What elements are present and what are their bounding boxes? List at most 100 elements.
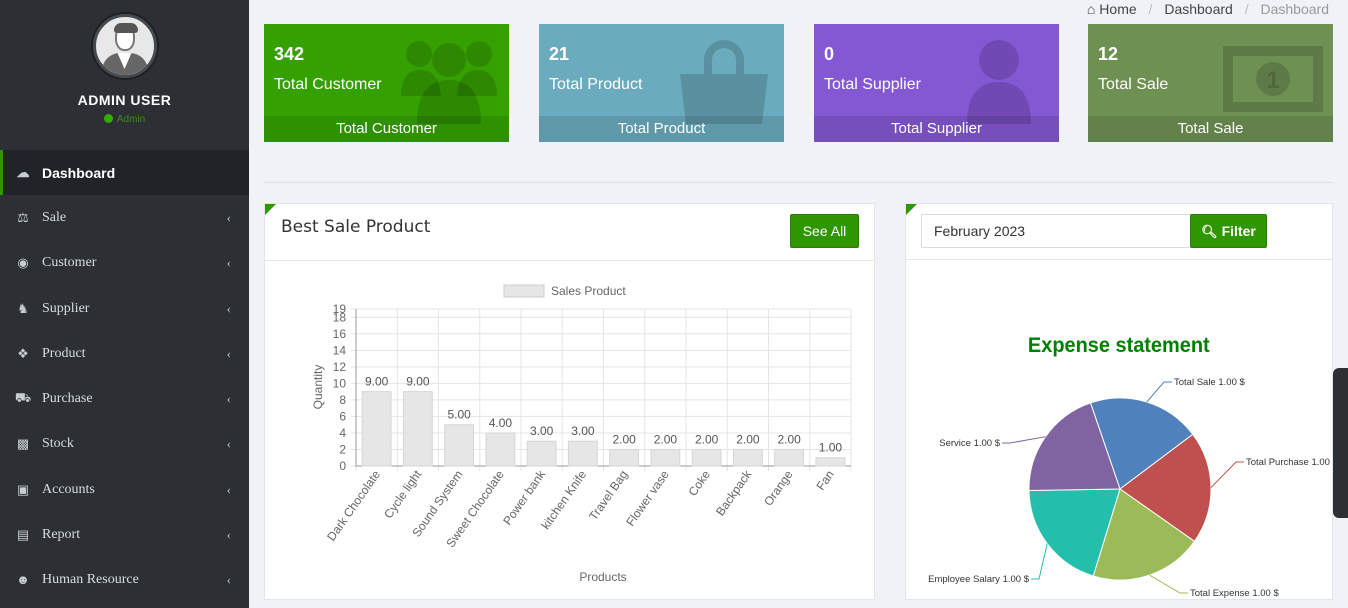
bar-value-label: 9.00 bbox=[406, 375, 430, 389]
sidebar-item-label: Customer bbox=[42, 255, 97, 271]
bar-value-label: 3.00 bbox=[530, 424, 554, 438]
pie-leader-line bbox=[1210, 461, 1244, 488]
balance-scale-icon: ⚖ bbox=[17, 209, 29, 225]
online-status-dot bbox=[103, 114, 113, 123]
chevron-left-icon: ‹ bbox=[226, 391, 231, 407]
stat-footer-link[interactable]: Total Supplier bbox=[814, 116, 1059, 142]
sidebar-item-accounts[interactable]: ▣ Accounts ‹ bbox=[0, 467, 249, 512]
stat-footer-link[interactable]: Total Sale bbox=[1088, 116, 1333, 142]
user-panel: ADMIN USER Admin bbox=[0, 0, 249, 150]
bar[interactable] bbox=[444, 424, 475, 467]
pie-chart-title: Expense statement bbox=[1028, 334, 1210, 358]
bar[interactable] bbox=[567, 440, 598, 467]
pie-slice[interactable] bbox=[1028, 488, 1121, 577]
bar-value-label: 3.00 bbox=[571, 424, 595, 438]
sidebar-item-label: Stock bbox=[42, 436, 74, 452]
bar[interactable] bbox=[485, 432, 516, 467]
y-tick-label: 18 bbox=[333, 310, 347, 324]
pie-slice-label: Service 1.00 $ bbox=[939, 438, 1000, 449]
x-tick-label: Fan bbox=[813, 468, 836, 493]
sidebar-item-sale[interactable]: ⚖ Sale ‹ bbox=[0, 195, 249, 240]
bar[interactable] bbox=[361, 391, 392, 467]
pie-slice[interactable] bbox=[1119, 433, 1212, 543]
avatar[interactable] bbox=[92, 14, 157, 78]
bar[interactable] bbox=[609, 448, 640, 467]
bar-value-label: 2.00 bbox=[695, 432, 719, 446]
y-tick-label: 2 bbox=[339, 442, 346, 456]
pie-slice[interactable] bbox=[1089, 397, 1194, 490]
stat-card-total-sale[interactable]: 1 12 Total Sale Total Sale bbox=[1088, 24, 1333, 142]
breadcrumb-separator: / bbox=[1244, 1, 1249, 17]
stat-card-total-product[interactable]: 21 Total Product Total Product bbox=[539, 24, 784, 142]
stat-card-total-customer[interactable]: 342 Total Customer Total Customer bbox=[264, 24, 509, 142]
x-tick-label: Flower vase bbox=[623, 467, 672, 528]
chevron-left-icon: ‹ bbox=[226, 255, 231, 271]
sidebar-item-label: Supplier bbox=[42, 300, 90, 316]
sidebar-item-dashboard[interactable]: ☁ Dashboard bbox=[0, 150, 249, 196]
panel-title: Best Sale Product bbox=[281, 217, 431, 237]
sidebar-menu: ☁ Dashboard ⚖ Sale ‹ ◉ Customer ‹ ♞ Supplier ‹ ❖ Pro… bbox=[0, 150, 249, 603]
sidebar-item-human-resource[interactable]: ☻ Human Resource ‹ bbox=[0, 558, 249, 603]
sidebar-item-product[interactable]: ❖ Product ‹ bbox=[0, 331, 249, 376]
bar[interactable] bbox=[650, 448, 681, 467]
breadcrumb-home[interactable]: Home bbox=[1099, 1, 1137, 17]
chevron-left-icon: ‹ bbox=[226, 300, 231, 316]
x-axis-title: Products bbox=[579, 570, 626, 584]
user-icon bbox=[967, 40, 1031, 124]
shopping-bag-icon bbox=[680, 40, 768, 124]
user-role: Admin bbox=[0, 114, 249, 125]
sidebar-item-label: Dashboard bbox=[42, 164, 116, 181]
pie-leader-line bbox=[1146, 381, 1172, 403]
panel-header: February 2023 🔍︎ Filter bbox=[906, 204, 1332, 260]
dashboard-icon: ☁ bbox=[16, 164, 30, 180]
pie-slice-label: Employee Salary 1.00 $ bbox=[928, 574, 1030, 585]
sidebar-item-supplier[interactable]: ♞ Supplier ‹ bbox=[0, 286, 249, 331]
stat-value: 12 bbox=[1098, 44, 1119, 64]
bar[interactable] bbox=[732, 448, 763, 467]
sidebar-item-report[interactable]: ▤ Report ‹ bbox=[0, 512, 249, 557]
bar[interactable] bbox=[526, 440, 557, 467]
sidebar-item-label: Human Resource bbox=[42, 572, 139, 588]
sidebar-item-purchase[interactable]: ⛟ Purchase ‹ bbox=[0, 376, 249, 421]
sidebar-item-customer[interactable]: ◉ Customer ‹ bbox=[0, 241, 249, 286]
bar-value-label: 2.00 bbox=[777, 432, 801, 446]
bar-value-label: 2.00 bbox=[654, 432, 678, 446]
x-tick-label: Backpack bbox=[713, 467, 755, 518]
y-tick-label: 6 bbox=[339, 409, 346, 423]
stat-footer-link[interactable]: Total Product bbox=[539, 116, 784, 142]
stat-label: Total Sale bbox=[1098, 76, 1169, 93]
stat-label: Total Customer bbox=[274, 76, 382, 93]
bar[interactable] bbox=[774, 448, 805, 467]
bar-value-label: 2.00 bbox=[736, 432, 760, 446]
stat-footer-link[interactable]: Total Customer bbox=[264, 116, 509, 142]
money-icon: ▣ bbox=[16, 481, 30, 497]
y-tick-label: 8 bbox=[339, 393, 346, 407]
bar[interactable] bbox=[815, 457, 846, 467]
sidebar-item-stock[interactable]: ▩ Stock ‹ bbox=[0, 422, 249, 467]
expense-pie-chart: Expense statement Total Sale 1.00 $ Total … bbox=[928, 334, 1338, 599]
money-bill-icon: 1 bbox=[1223, 46, 1323, 112]
floating-toolbar[interactable] bbox=[1333, 368, 1348, 518]
pie-slice-label: Total Expense 1.00 $ bbox=[1190, 588, 1279, 598]
see-all-button[interactable]: See All bbox=[790, 214, 859, 248]
month-input[interactable]: February 2023 bbox=[921, 214, 1191, 248]
chevron-left-icon: ‹ bbox=[226, 572, 231, 588]
x-tick-label: Coke bbox=[686, 467, 714, 498]
stat-card-total-supplier[interactable]: 0 Total Supplier Total Supplier bbox=[814, 24, 1059, 142]
breadcrumb-separator: / bbox=[1148, 1, 1153, 17]
sidebar: ADMIN USER Admin ☁ Dashboard ⚖ Sale ‹ ◉ Custom… bbox=[0, 0, 249, 608]
breadcrumb-dashboard[interactable]: Dashboard bbox=[1164, 1, 1233, 17]
pie-slice[interactable] bbox=[1028, 402, 1121, 491]
bar-value-label: 5.00 bbox=[447, 408, 471, 422]
y-tick-label: 19 bbox=[333, 302, 347, 316]
chevron-left-icon: ‹ bbox=[226, 345, 231, 361]
bar-value-label: 4.00 bbox=[489, 416, 513, 430]
stat-label: Total Supplier bbox=[824, 76, 921, 93]
svg-text:1: 1 bbox=[1266, 67, 1279, 94]
bar[interactable] bbox=[402, 391, 433, 467]
pie-slice[interactable] bbox=[1092, 488, 1196, 581]
bar[interactable] bbox=[691, 448, 722, 467]
home-icon: ⌂ bbox=[1086, 1, 1096, 17]
filter-button[interactable]: 🔍︎ Filter bbox=[1190, 214, 1267, 248]
